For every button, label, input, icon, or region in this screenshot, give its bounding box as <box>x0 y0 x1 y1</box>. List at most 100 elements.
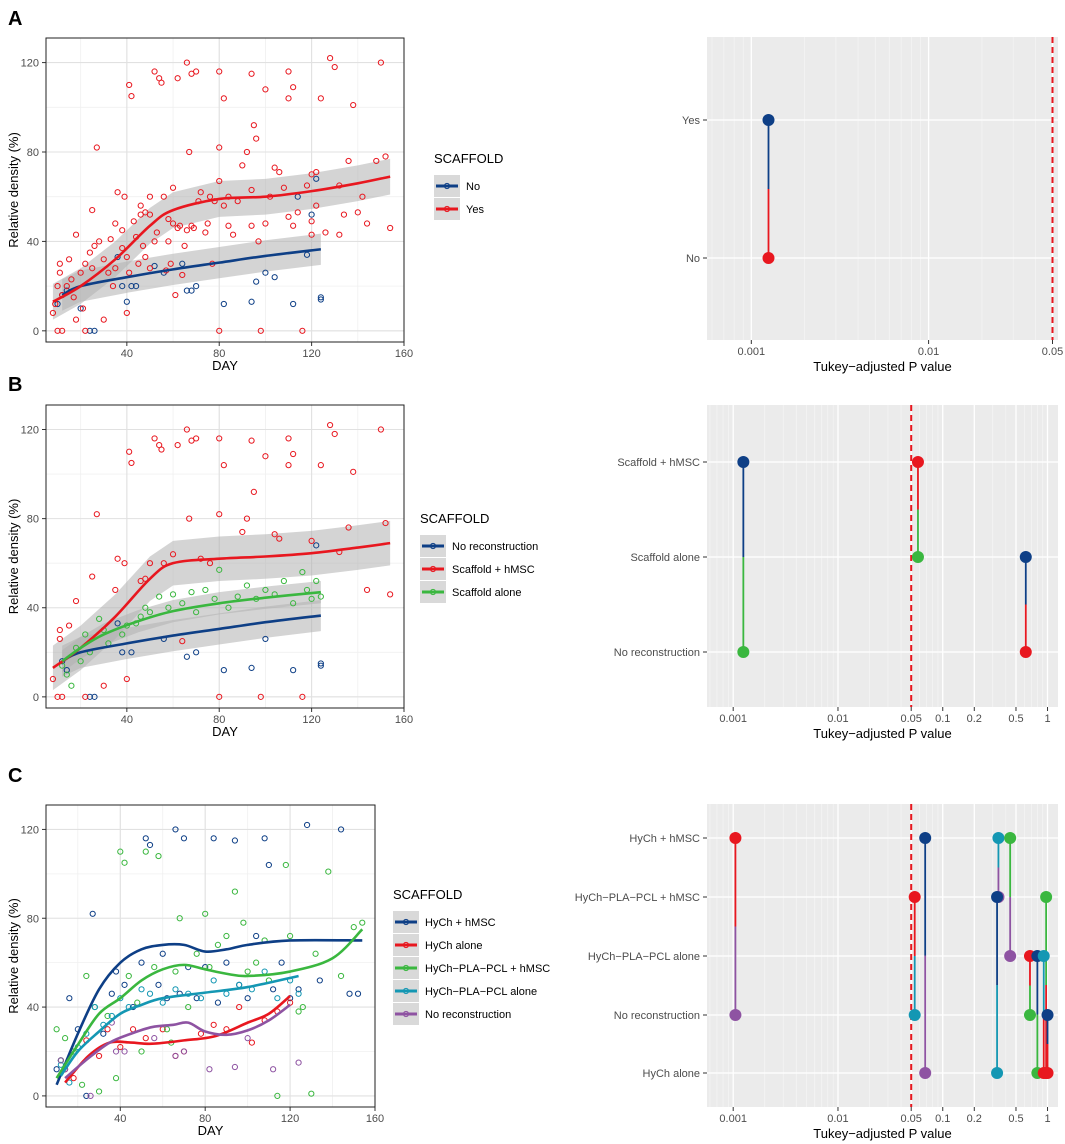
data-point-2 <box>156 593 163 600</box>
smooth-line-4 <box>64 1003 291 1080</box>
plot-area <box>49 421 394 700</box>
data-point-0 <box>63 667 70 674</box>
data-point-0 <box>303 251 311 258</box>
data-point-1 <box>271 531 278 538</box>
data-point-1 <box>336 231 343 238</box>
data-point-1 <box>331 63 338 71</box>
comparison-dot-from <box>992 832 1005 844</box>
x-axis-title: DAY <box>212 724 238 739</box>
data-point-4 <box>295 1059 302 1066</box>
data-point-1 <box>257 693 264 700</box>
legend-key-point <box>402 918 410 926</box>
pvalue-panel-C: 0.001 0.01 0.05 0.1 0.2 0.5 1 HyCh + hMSC HyCh−P… <box>575 804 1058 1141</box>
data-point-1 <box>123 675 130 683</box>
data-point-2 <box>68 682 75 689</box>
legend-label: HyCh alone <box>425 940 482 952</box>
row-label: Scaffold + hMSC <box>617 457 700 469</box>
data-point-1 <box>290 84 297 91</box>
smooth-line-1 <box>52 541 391 669</box>
data-point-2 <box>225 604 232 611</box>
data-point-1 <box>146 211 154 218</box>
y-axis-title: Relative density (%) <box>6 132 21 248</box>
data-point-0 <box>220 300 227 308</box>
data-point-1 <box>276 535 283 542</box>
data-point-1 <box>70 294 77 301</box>
data-point-1 <box>126 448 133 455</box>
data-point-1 <box>117 1043 124 1051</box>
x-tick-label: 40 <box>114 1113 126 1125</box>
data-point-0 <box>54 300 61 308</box>
data-point-2 <box>169 591 177 598</box>
x-tick-label: 1 <box>1044 1113 1050 1125</box>
data-point-2 <box>211 595 218 602</box>
data-point-1 <box>151 238 158 245</box>
legend-label: No reconstruction <box>425 1009 511 1021</box>
data-point-0 <box>265 861 272 869</box>
y-tick-label: 120 <box>21 58 39 70</box>
data-point-0 <box>193 283 200 290</box>
data-point-1 <box>56 269 63 276</box>
legend-label: HyCh + hMSC <box>425 917 496 929</box>
data-point-1 <box>359 193 366 200</box>
data-point-1 <box>96 238 103 245</box>
data-point-1 <box>193 435 200 442</box>
legend-label: HyCh−PLA−PCL + hMSC <box>425 963 550 975</box>
data-point-1 <box>290 222 297 229</box>
data-point-2 <box>234 593 241 600</box>
data-point-0 <box>89 910 96 917</box>
data-point-1 <box>119 245 126 252</box>
x-tick-label: 40 <box>121 714 133 726</box>
row-label: HyCh alone <box>643 1068 700 1080</box>
comparison-dot-to <box>1004 950 1017 962</box>
x-axis-title: DAY <box>212 358 238 373</box>
data-point-0 <box>262 635 269 643</box>
data-point-0 <box>317 662 324 669</box>
data-point-1 <box>100 682 107 689</box>
pvalue-panel-B: 0.001 0.01 0.05 0.1 0.2 0.5 1 Scaffold + hMSC Sc… <box>614 405 1058 741</box>
data-point-0 <box>253 278 260 285</box>
data-point-2 <box>125 972 132 980</box>
data-point-1 <box>95 1052 103 1060</box>
data-point-1 <box>243 148 251 156</box>
comparison-dot-to <box>762 252 775 264</box>
data-point-0 <box>91 693 98 700</box>
data-point-4 <box>87 1092 94 1099</box>
data-point-2 <box>138 1048 145 1055</box>
data-point-0 <box>132 283 140 290</box>
data-point-1 <box>294 209 301 216</box>
data-point-0 <box>66 995 73 1002</box>
x-tick-label: 0.05 <box>1042 346 1063 358</box>
data-point-1 <box>190 224 197 232</box>
y-tick-label: 80 <box>27 913 39 925</box>
y-tick-label: 120 <box>21 425 39 437</box>
data-point-1 <box>151 68 158 75</box>
data-point-1 <box>250 488 257 495</box>
data-point-3 <box>274 995 281 1002</box>
data-point-0 <box>290 667 297 674</box>
data-point-1 <box>93 511 100 518</box>
data-point-1 <box>186 148 193 156</box>
comparison-dot-to <box>1023 1009 1036 1021</box>
data-point-0 <box>210 835 217 842</box>
data-point-4 <box>231 1063 239 1071</box>
data-point-0 <box>317 660 324 667</box>
y-tick-label: 120 <box>21 824 39 836</box>
x-tick-label: 0.01 <box>827 713 848 725</box>
legend-key-point <box>443 205 451 213</box>
data-point-1 <box>345 524 352 531</box>
data-point-2 <box>165 604 172 611</box>
data-point-2 <box>179 600 186 607</box>
data-point-1 <box>142 253 149 261</box>
data-point-1 <box>54 693 61 700</box>
data-point-1 <box>239 162 246 169</box>
data-point-0 <box>179 260 186 267</box>
data-point-0 <box>155 981 162 988</box>
data-point-1 <box>183 426 190 433</box>
data-point-1 <box>193 68 200 75</box>
data-point-3 <box>146 990 154 997</box>
data-point-1 <box>165 215 172 223</box>
data-point-2 <box>95 1088 103 1095</box>
y-tick-label: 80 <box>27 514 39 526</box>
legend-title: SCAFFOLD <box>434 151 503 166</box>
data-point-0 <box>91 327 98 334</box>
